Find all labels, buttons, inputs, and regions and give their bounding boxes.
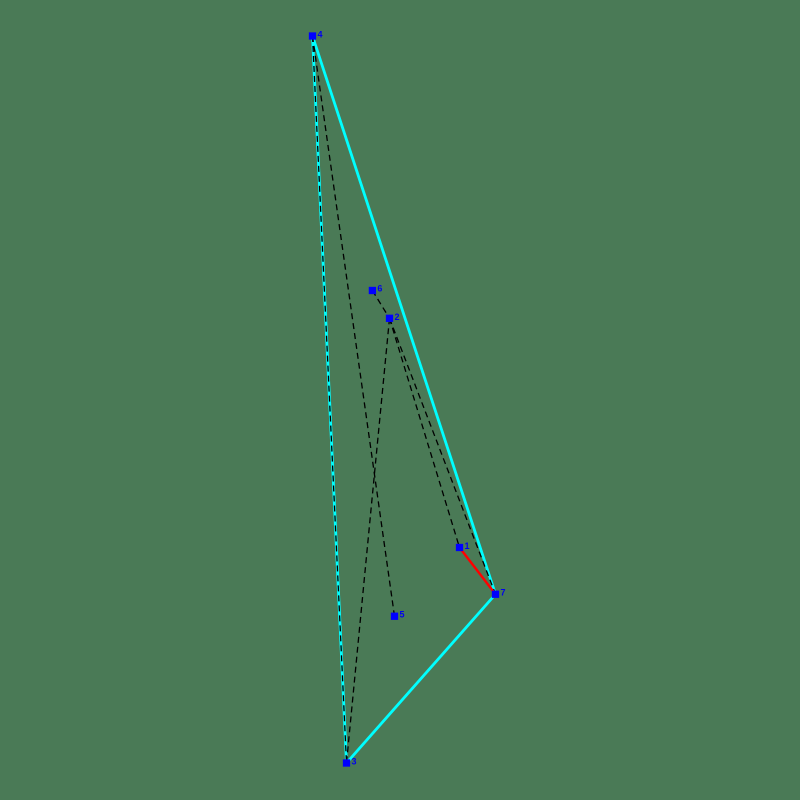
svg-text:7: 7 [501,588,506,598]
svg-text:1: 1 [465,541,470,551]
svg-text:6: 6 [377,284,382,294]
svg-text:2: 2 [395,312,400,322]
svg-text:3: 3 [352,757,357,767]
svg-text:4: 4 [318,30,323,40]
svg-text:5: 5 [400,610,405,620]
